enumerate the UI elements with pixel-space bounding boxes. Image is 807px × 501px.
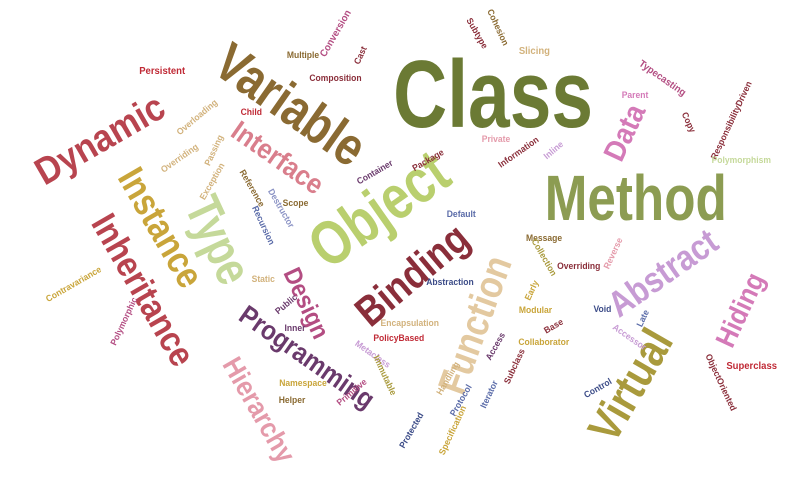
word-void: Void — [592, 303, 611, 314]
word-recursion: Recursion — [250, 203, 277, 246]
word-static: Static — [251, 273, 275, 284]
word-hiding: Hiding — [708, 267, 771, 352]
word-subclass: Subclass — [501, 346, 527, 385]
word-modular: Modular — [518, 304, 552, 315]
word-cast: Cast — [351, 44, 369, 66]
word-polymorphism: Polymorphism — [711, 154, 771, 165]
word-contravariance: Contravariance — [44, 263, 103, 304]
word-overriding: Overriding — [557, 260, 601, 271]
word-default: Default — [446, 208, 476, 219]
word-policybased: PolicyBased — [373, 332, 425, 343]
word-method: Method — [544, 162, 727, 234]
word-helper: Helper — [278, 394, 306, 405]
word-abstraction: Abstraction — [426, 276, 474, 287]
word-passing: Passing — [201, 132, 225, 167]
word-private: Private — [481, 133, 511, 144]
word-protected: Protected — [397, 410, 426, 450]
word-composition: Composition — [308, 72, 362, 83]
word-message: Message — [525, 232, 563, 243]
word-reverse: Reverse — [600, 235, 625, 270]
word-overloading: Overloading — [174, 96, 219, 137]
word-namespace: Namespace — [279, 377, 327, 388]
word-scope: Scope — [282, 197, 308, 208]
word-polymorphic: Polymorphic — [107, 295, 139, 347]
word-inner: Inner — [284, 322, 306, 333]
word-destructor: Destructor — [266, 186, 297, 229]
word-data: Data — [597, 99, 652, 167]
word-collection: Collection — [529, 236, 559, 278]
word-responsibilitydriven: ResponsibilityDriven — [708, 79, 754, 161]
word-conversion: Conversion — [317, 8, 354, 60]
word-copy: Copy — [679, 109, 698, 134]
word-base: Base — [542, 316, 565, 336]
word-slicing: Slicing — [518, 46, 550, 57]
word-parent: Parent — [621, 89, 649, 100]
word-reference: Reference — [237, 167, 267, 209]
word-persistent: Persistent — [139, 66, 186, 77]
word-early: Early — [522, 278, 541, 302]
word-superclass: Superclass — [725, 361, 777, 372]
word-collaborator: Collaborator — [518, 336, 570, 347]
word-hierarchy: Hierarchy — [216, 351, 302, 468]
word-multiple: Multiple — [286, 49, 320, 60]
word-iterator: Iterator — [477, 378, 500, 410]
word-child: Child — [240, 106, 262, 117]
word-class: Class — [393, 41, 593, 148]
word-overriding: Overriding — [158, 141, 201, 175]
word-encapsulation: Encapsulation — [380, 317, 439, 328]
